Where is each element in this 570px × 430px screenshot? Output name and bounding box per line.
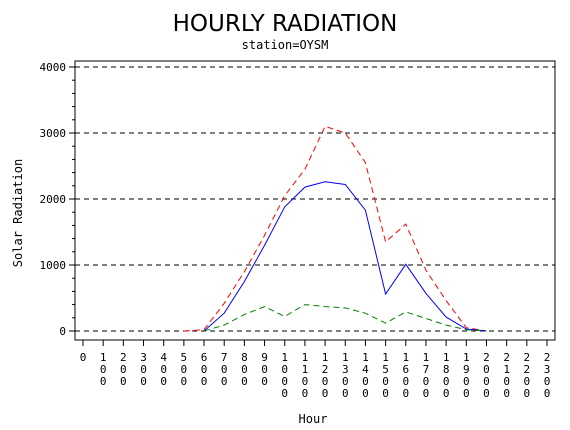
series-line-1 bbox=[183, 125, 487, 332]
y-tick-label: 4000 bbox=[40, 61, 67, 74]
grid bbox=[75, 66, 555, 332]
x-axis-label: Hour bbox=[299, 412, 328, 426]
y-tick-label: 0 bbox=[59, 325, 66, 338]
axes bbox=[69, 60, 556, 346]
x-tick-labels: 0 1 0 0 2 0 0 3 0 0 4 0 0 5 0 0 6 0 0 7 0 0 8 0 0 9 0 0 1 0 0 0 1 1 0 0 1 2 0 0… bbox=[80, 351, 551, 400]
x-tick-label: 0 bbox=[80, 351, 87, 364]
series-line-2 bbox=[203, 181, 487, 332]
series-line-3 bbox=[203, 304, 487, 332]
y-tick-label: 3000 bbox=[40, 127, 67, 140]
chart-title: HOURLY RADIATION bbox=[173, 11, 398, 37]
y-tick-label: 2000 bbox=[40, 193, 67, 206]
y-tick-label: 1000 bbox=[40, 259, 67, 272]
y-axis-label: Solar Radiation bbox=[11, 159, 25, 267]
y-tick-labels: 0 1000 2000 3000 4000 bbox=[40, 61, 67, 338]
series-group bbox=[183, 125, 487, 332]
plot-frame bbox=[74, 60, 556, 341]
chart-subtitle: station=OYSM bbox=[242, 38, 329, 52]
